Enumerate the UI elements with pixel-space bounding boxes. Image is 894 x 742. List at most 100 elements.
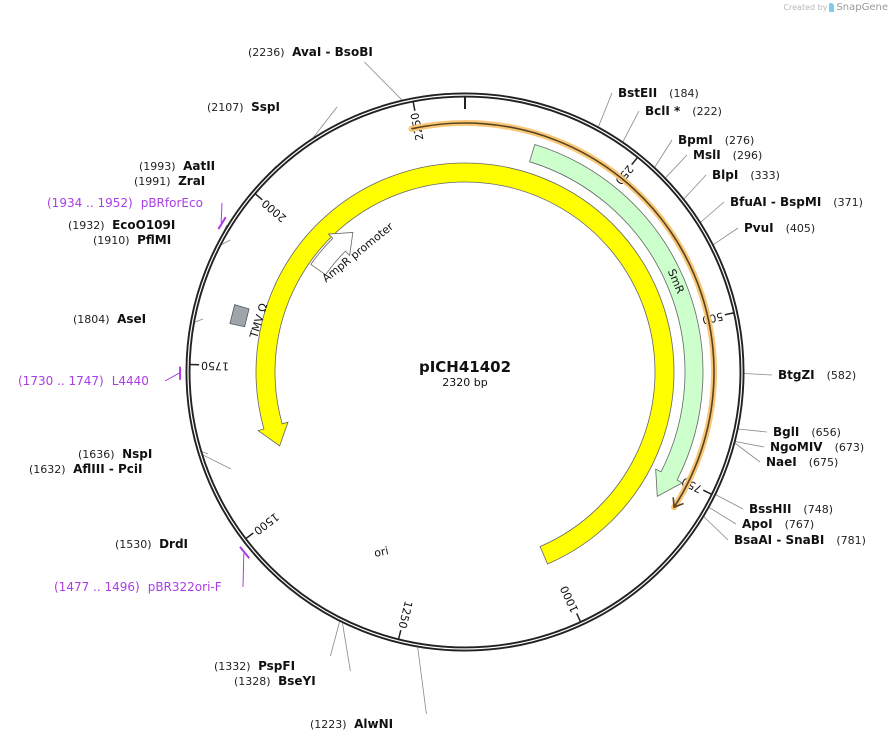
site-name: DrdI [159, 537, 188, 551]
site-label-ecoo109i[interactable]: (1932) EcoO109I [68, 218, 175, 232]
site-label-aatii[interactable]: (1993) AatII [139, 159, 215, 173]
plasmid-name: pICH41402 [419, 358, 511, 376]
site-label-bgli[interactable]: BglI (656) [773, 425, 841, 439]
snapgene-credit: Created by SnapGene [783, 2, 888, 13]
site-label-bsteii[interactable]: BstEII (184) [618, 86, 699, 100]
site-leader [713, 227, 739, 245]
site-name: BglI [773, 425, 799, 439]
site-label-avai-bsobi[interactable]: (2236) AvaI - BsoBI [248, 45, 373, 59]
site-leader [341, 622, 351, 672]
tick-mark [412, 101, 416, 111]
site-label-btgzi[interactable]: BtgZI (582) [778, 368, 856, 382]
site-label-alwni[interactable]: (1223) AlwNI [310, 717, 393, 731]
site-label-asei[interactable]: (1804) AseI [73, 312, 146, 326]
primer-position: (1477 .. 1496) [54, 580, 140, 594]
site-leader [743, 373, 773, 376]
tick-mark [702, 489, 712, 495]
site-name: ApoI [742, 517, 773, 531]
site-label-msli[interactable]: MslI (296) [693, 148, 762, 162]
site-label-naei[interactable]: NaeI (675) [766, 455, 838, 469]
site-label-pvui[interactable]: PvuI (405) [744, 221, 815, 235]
tick-mark [576, 613, 582, 622]
tick-mark [397, 629, 402, 640]
site-name: AvaI - BsoBI [292, 45, 373, 59]
site-position: (656) [811, 426, 841, 439]
site-leader [738, 428, 768, 433]
tick-label: 1000 [558, 584, 582, 615]
site-leader [700, 201, 725, 223]
feature-ampr-promoter [310, 232, 354, 276]
site-position: (781) [836, 534, 866, 547]
site-label-pspfi[interactable]: (1332) PspFI [214, 659, 295, 673]
site-leader [708, 506, 737, 525]
site-leader [734, 442, 761, 463]
site-leader [665, 154, 688, 179]
site-label-zrai[interactable]: (1991) ZraI [134, 174, 205, 188]
site-leader [312, 106, 338, 139]
site-name: EcoO109I [112, 218, 175, 232]
site-label-afliii-pcii[interactable]: (1632) AflIII - PciI [29, 462, 142, 476]
site-leader [622, 110, 640, 143]
site-position: (276) [725, 134, 755, 147]
feature-highlight-line [411, 122, 715, 508]
site-position: (2107) [207, 101, 247, 114]
site-label-sspi[interactable]: (2107) SspI [207, 100, 280, 114]
site-name: BssHII [749, 502, 791, 516]
site-name: ZraI [178, 174, 205, 188]
site-position: (184) [669, 87, 699, 100]
site-name: BfuAI - BspMI [730, 195, 821, 209]
site-label-bsshii[interactable]: BssHII (748) [749, 502, 833, 516]
primer-mark [217, 216, 227, 230]
snapgene-logo-icon [829, 3, 835, 12]
site-label-drdi[interactable]: (1530) DrdI [115, 537, 188, 551]
site-label-bcli-[interactable]: BclI * (222) [645, 104, 722, 118]
site-name: MslI [693, 148, 721, 162]
tick-mark [631, 157, 638, 166]
site-name: BsaAI - SnaBI [734, 533, 824, 547]
site-name: SspI [251, 100, 280, 114]
site-position: (1804) [73, 313, 113, 326]
site-position: (405) [786, 222, 816, 235]
site-position: (1530) [115, 538, 155, 551]
tick-label: 1500 [251, 510, 281, 537]
site-label-ngomiv[interactable]: NgoMIV (673) [770, 440, 864, 454]
tick-mark [724, 312, 734, 316]
site-position: (1910) [93, 234, 133, 247]
site-position: (1332) [214, 660, 254, 673]
primer-position: (1934 .. 1952) [47, 196, 133, 210]
site-label-bsaai-snabi[interactable]: BsaAI - SnaBI (781) [734, 533, 866, 547]
site-name: BseYI [278, 674, 316, 688]
primer-label-pbrforeco[interactable]: (1934 .. 1952) pBRforEco [47, 196, 203, 210]
site-position: (582) [827, 369, 857, 382]
site-name: NspI [122, 447, 152, 461]
tick-mark [245, 532, 254, 540]
site-label-bfuai-bspmi[interactable]: BfuAI - BspMI (371) [730, 195, 863, 209]
site-position: (1223) [310, 718, 350, 731]
site-position: (371) [833, 196, 863, 209]
site-name: AatII [183, 159, 215, 173]
site-leader [417, 646, 427, 715]
primer-label-pbr322ori-f[interactable]: (1477 .. 1496) pBR322ori-F [54, 580, 222, 594]
site-leader [703, 516, 729, 541]
feature-label: ori [373, 544, 390, 560]
site-label-pflmi[interactable]: (1910) PflMI [93, 233, 171, 247]
site-position: (333) [750, 169, 780, 182]
site-label-bseyi[interactable]: (1328) BseYI [234, 674, 316, 688]
site-position: (1328) [234, 675, 274, 688]
site-name: NaeI [766, 455, 797, 469]
site-label-apoi[interactable]: ApoI (767) [742, 517, 814, 531]
site-name: PspFI [258, 659, 295, 673]
plasmid-length: 2320 bp [442, 376, 487, 389]
tick-mark [254, 193, 263, 201]
site-label-bpmi[interactable]: BpmI (276) [678, 133, 754, 147]
feature-ori [255, 162, 675, 565]
primer-leader [220, 202, 223, 223]
tick-label: 2000 [259, 197, 289, 225]
site-name: NgoMIV [770, 440, 823, 454]
site-label-nspi[interactable]: (1636) NspI [78, 447, 152, 461]
site-label-blpi[interactable]: BlpI (333) [712, 168, 780, 182]
tick-label: 1750 [201, 359, 229, 373]
site-position: (2236) [248, 46, 288, 59]
primer-label-l4440[interactable]: (1730 .. 1747) L4440 [18, 374, 149, 388]
